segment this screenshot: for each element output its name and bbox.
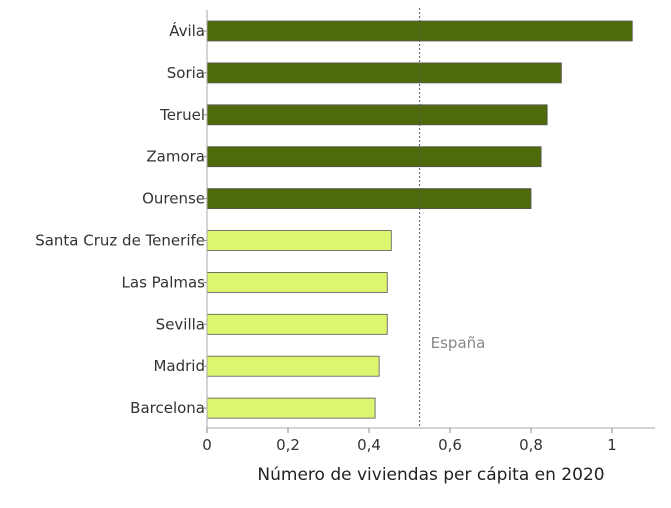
category-label-3: Zamora [146, 148, 205, 166]
category-label-0: Ávila [169, 21, 205, 40]
x-tick-label-4: 0,8 [519, 436, 543, 454]
bar-8 [206, 355, 380, 377]
x-tick-label-0: 0 [202, 436, 212, 454]
x-tick-label-5: 1 [607, 436, 617, 454]
category-label-6: Las Palmas [122, 273, 206, 291]
bar-7 [206, 313, 388, 335]
bar-5 [206, 230, 392, 251]
bar-1 [206, 62, 562, 84]
x-tick-label-2: 0,4 [357, 436, 381, 454]
category-label-4: Ourense [142, 190, 205, 208]
category-label-2: Teruel [159, 106, 205, 124]
bar-2 [206, 104, 548, 126]
category-label-5: Santa Cruz de Tenerife [35, 232, 205, 250]
category-label-1: Soria [167, 64, 205, 82]
x-axis-title: Número de viviendas per cápita en 2020 [257, 465, 604, 485]
bar-4 [206, 188, 532, 210]
reference-line-group: España [419, 8, 486, 428]
axes: 0 0,2 0,4 0,6 0,8 1 [202, 10, 655, 454]
x-tick-label-3: 0,6 [438, 436, 462, 454]
category-labels: Ávila Soria Teruel Zamora Ourense Santa Cruz … [35, 21, 205, 417]
bar-9 [206, 397, 376, 419]
x-tick-label-1: 0,2 [276, 436, 300, 454]
bar-3 [206, 146, 542, 168]
category-label-7: Sevilla [156, 315, 205, 333]
category-label-9: Barcelona [130, 399, 205, 417]
bar-6 [206, 271, 388, 293]
category-label-8: Madrid [153, 357, 205, 375]
reference-label-espana: España [431, 334, 486, 352]
